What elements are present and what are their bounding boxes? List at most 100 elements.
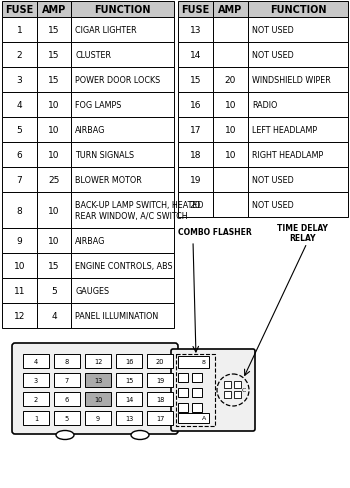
Text: 10: 10 [48,101,60,110]
Bar [178,168,213,193]
Bar [178,2,213,18]
Text: 18: 18 [190,151,201,160]
Bar [248,2,348,18]
Bar [2,142,37,168]
Text: TIME DELAY
RELAY: TIME DELAY RELAY [276,224,328,243]
Bar [2,168,37,193]
Bar [2,118,37,142]
Bar [224,391,231,398]
Text: NOT USED: NOT USED [252,26,294,35]
Text: 10: 10 [225,101,236,110]
Text: 11: 11 [14,286,25,295]
Bar [116,411,142,425]
Bar [2,68,37,93]
Text: 9: 9 [17,237,22,245]
Bar [85,411,111,425]
Text: 15: 15 [48,26,60,35]
Text: 10: 10 [94,396,102,402]
Bar [2,193,37,228]
Text: 1: 1 [17,26,22,35]
Bar [37,168,71,193]
Bar [2,304,37,328]
Text: A: A [202,416,206,421]
Bar [248,118,348,142]
Text: 15: 15 [48,51,60,60]
Text: 14: 14 [125,396,133,402]
Bar [2,253,37,279]
Text: FUSE: FUSE [5,5,34,15]
Bar [213,142,248,168]
Text: 4: 4 [17,101,22,110]
Bar [147,373,173,387]
Bar [37,304,71,328]
Text: NOT USED: NOT USED [252,51,294,60]
Bar [71,93,174,118]
Bar [71,228,174,253]
Text: 5: 5 [65,415,69,421]
Text: 6: 6 [65,396,69,402]
Bar [176,354,215,426]
Bar [54,373,80,387]
Text: 10: 10 [225,126,236,135]
Bar [116,392,142,406]
Bar [248,168,348,193]
Bar [116,354,142,368]
Bar [178,43,213,68]
Text: 13: 13 [125,415,133,421]
Bar [213,93,248,118]
Text: FUNCTION: FUNCTION [270,5,326,15]
Bar [2,2,37,18]
Bar [23,392,49,406]
Ellipse shape [131,430,149,440]
Bar [54,392,80,406]
Bar [71,118,174,142]
Text: 14: 14 [190,51,201,60]
Text: 10: 10 [48,237,60,245]
Bar [37,142,71,168]
Text: 10: 10 [48,126,60,135]
Bar [248,68,348,93]
Bar [2,228,37,253]
Text: LEFT HEADLAMP: LEFT HEADLAMP [252,126,317,135]
Bar [192,403,202,412]
Bar [147,411,173,425]
Text: 10: 10 [48,206,60,215]
Text: GAUGES: GAUGES [75,286,109,295]
Text: POWER DOOR LOCKS: POWER DOOR LOCKS [75,76,160,85]
Text: 12: 12 [94,358,102,364]
Text: 10: 10 [14,262,25,270]
Text: 17: 17 [156,415,164,421]
Text: AIRBAG: AIRBAG [75,126,105,135]
Bar [37,68,71,93]
Ellipse shape [56,430,74,440]
Text: NOT USED: NOT USED [252,176,294,184]
Bar [213,168,248,193]
Bar [248,18,348,43]
Text: COMBO FLASHER: COMBO FLASHER [178,227,252,237]
Text: 20: 20 [190,201,201,209]
Bar [213,2,248,18]
Bar [234,391,241,398]
Text: 2: 2 [34,396,38,402]
Text: CIGAR LIGHTER: CIGAR LIGHTER [75,26,136,35]
Text: BLOWER MOTOR: BLOWER MOTOR [75,176,142,184]
Circle shape [217,374,249,406]
Bar [23,411,49,425]
Text: FOG LAMPS: FOG LAMPS [75,101,121,110]
Bar [147,392,173,406]
Text: 15: 15 [190,76,201,85]
Text: 12: 12 [14,311,25,320]
Text: 10: 10 [225,151,236,160]
Text: 13: 13 [190,26,201,35]
Bar [37,253,71,279]
Text: 15: 15 [48,76,60,85]
Bar [178,413,209,423]
Bar [37,18,71,43]
Bar [37,228,71,253]
Bar [213,18,248,43]
Text: 8: 8 [65,358,69,364]
Text: 15: 15 [125,377,133,383]
Text: TURN SIGNALS: TURN SIGNALS [75,151,134,160]
Bar [37,279,71,304]
Bar [234,381,241,388]
